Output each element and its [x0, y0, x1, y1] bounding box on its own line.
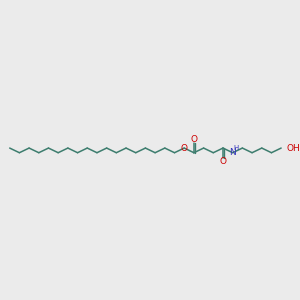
- Text: N: N: [229, 148, 236, 157]
- Text: O: O: [190, 135, 197, 144]
- Text: O: O: [181, 144, 188, 153]
- Text: H: H: [233, 146, 239, 152]
- Text: OH: OH: [286, 144, 300, 153]
- Text: O: O: [220, 157, 226, 166]
